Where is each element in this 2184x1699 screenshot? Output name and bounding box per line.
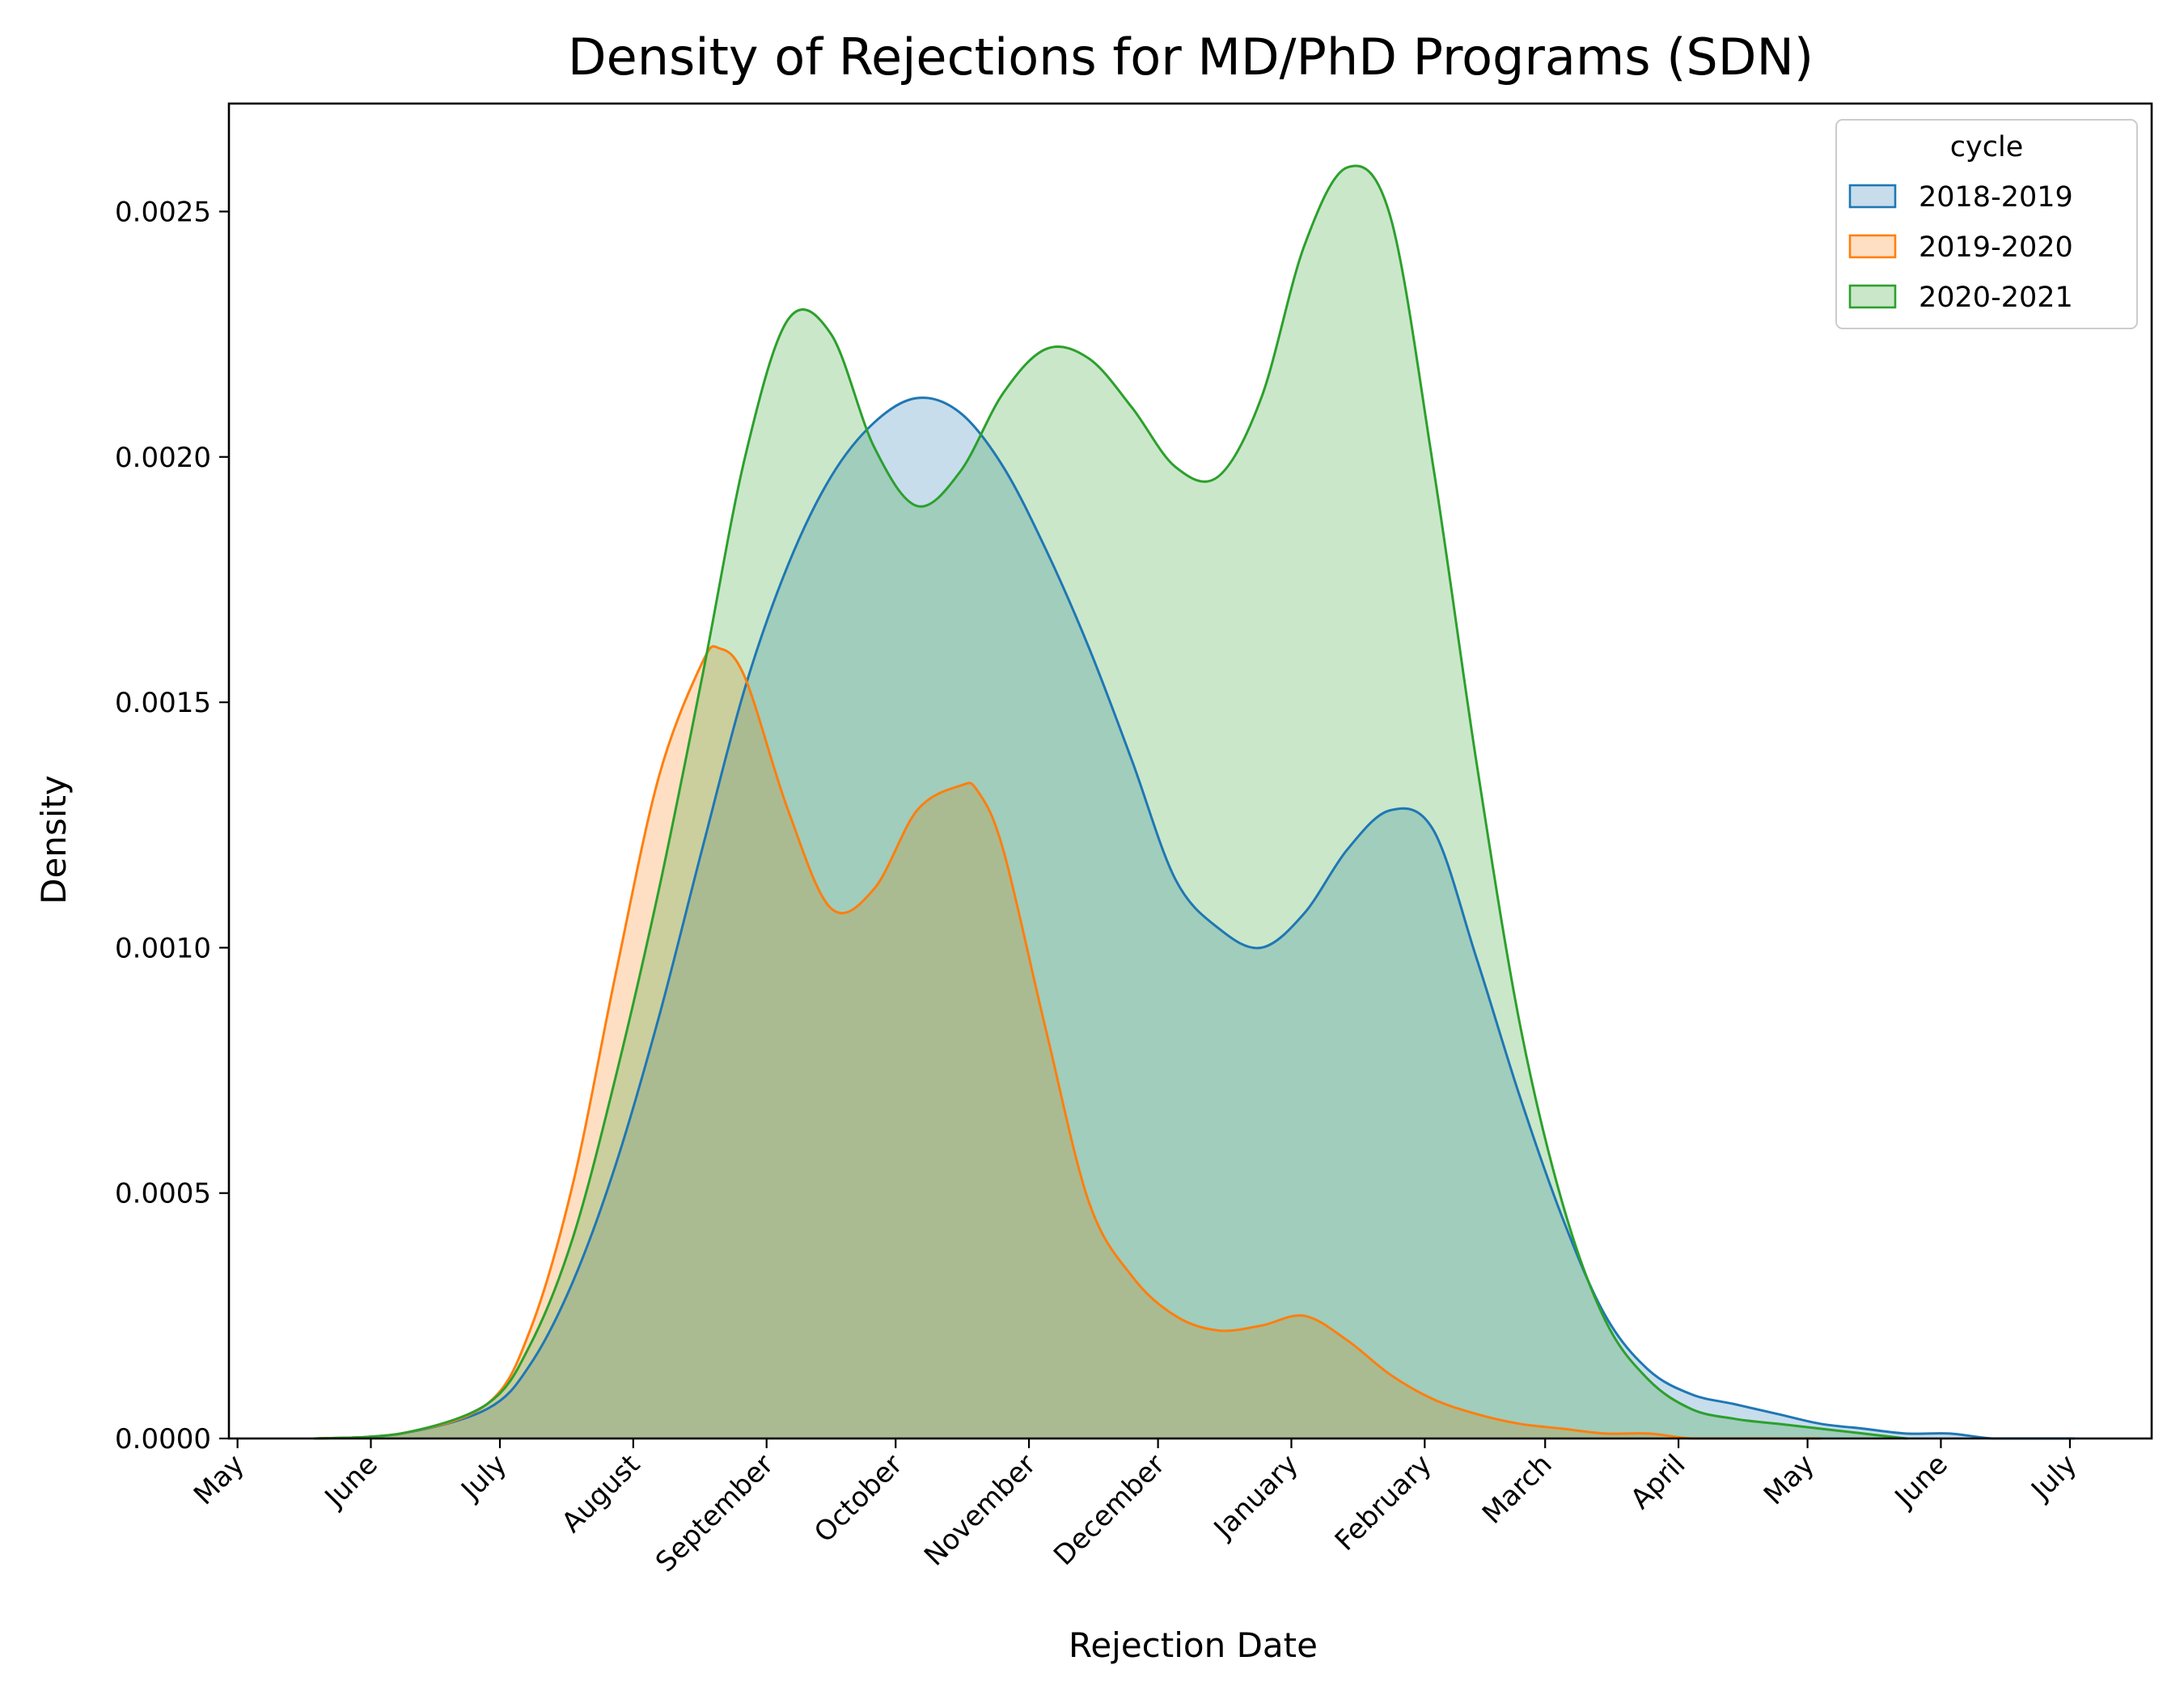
y-tick-label: 0.0000 [115, 1423, 211, 1455]
series-area-2020-2021 [315, 165, 1907, 1438]
x-tick-label: December [1048, 1448, 1171, 1572]
chart-title: Density of Rejections for MD/PhD Program… [568, 28, 1814, 87]
series-area-2019-2020 [315, 646, 1821, 1438]
y-axis-label: Density [34, 775, 74, 905]
legend-title: cycle [1950, 131, 2023, 163]
x-tick-label: October [808, 1448, 909, 1549]
series-lines [313, 164, 2076, 1440]
legend: cycle 2018-2019 2019-2020 2020-2021 [1835, 119, 2138, 329]
x-axis-label: Rejection Date [1069, 1625, 1318, 1665]
series-layer [313, 164, 2076, 1440]
x-tick-label: November [918, 1448, 1042, 1572]
x-tick-label: May [1758, 1448, 1821, 1511]
x-tick-label: June [318, 1448, 384, 1515]
y-tick-label: 0.0020 [115, 442, 211, 474]
series-line-2020-2021 [313, 164, 1908, 1440]
plot-frame [227, 102, 2153, 1440]
x-tick-label: June [1888, 1448, 1954, 1515]
y-tick-label: 0.0025 [115, 196, 211, 228]
x-tick-label: February [1329, 1448, 1438, 1557]
legend-label-2020-2021: 2020-2021 [1919, 282, 2073, 314]
y-axis: 0.0000 0.0005 0.0010 0.0015 0.0020 0.0025 [115, 196, 229, 1455]
y-tick-label: 0.0005 [115, 1178, 211, 1210]
x-axis: May June July August September October Novembe… [188, 1438, 2083, 1578]
x-tick-label: May [188, 1448, 251, 1511]
legend-swatch-2019-2020 [1848, 234, 1897, 259]
y-tick-label: 0.0010 [115, 932, 211, 964]
x-tick-label: March [1476, 1448, 1559, 1531]
legend-label-2019-2020: 2019-2020 [1919, 231, 2073, 264]
legend-swatch-2018-2019 [1848, 184, 1897, 209]
x-tick-label: July [2024, 1448, 2083, 1507]
y-tick-label: 0.0015 [115, 687, 211, 719]
x-tick-label: January [1207, 1448, 1305, 1546]
series-fills [315, 165, 2075, 1438]
x-tick-label: April [1624, 1448, 1691, 1515]
series-line-2019-2020 [313, 645, 1822, 1440]
x-tick-label: August [556, 1448, 646, 1539]
x-tick-label: July [454, 1448, 513, 1507]
legend-swatch-2020-2021 [1848, 284, 1897, 309]
series-line-2018-2019 [313, 396, 2076, 1440]
legend-label-2018-2019: 2018-2019 [1919, 181, 2073, 214]
x-tick-label: September [650, 1448, 780, 1578]
legend-box [1835, 119, 2138, 329]
